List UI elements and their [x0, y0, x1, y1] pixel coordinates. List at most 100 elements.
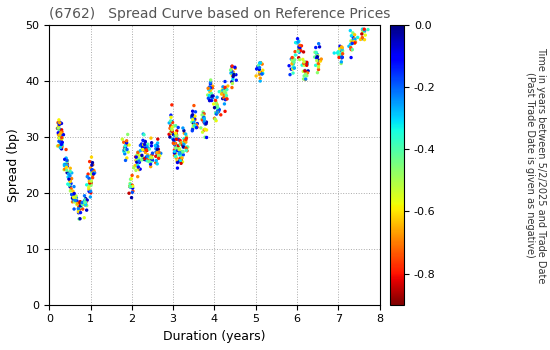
Point: [83, 197, 92, 203]
Point: [188, 117, 197, 122]
Point: [63, 170, 72, 175]
Point: [258, 71, 267, 76]
Point: [361, 32, 370, 38]
Point: [197, 112, 206, 118]
Point: [312, 53, 321, 59]
Point: [142, 144, 151, 149]
Point: [66, 188, 75, 194]
Point: [120, 147, 129, 152]
Point: [223, 96, 232, 102]
Point: [63, 158, 72, 163]
Point: [288, 55, 296, 60]
Point: [154, 149, 163, 155]
Point: [227, 69, 236, 75]
Point: [293, 36, 302, 42]
Point: [80, 199, 89, 205]
Point: [122, 140, 131, 146]
Point: [154, 154, 163, 160]
Point: [85, 180, 94, 186]
Point: [155, 153, 164, 159]
Point: [348, 41, 356, 46]
Point: [87, 154, 96, 160]
Point: [144, 156, 153, 162]
Point: [219, 95, 228, 100]
Point: [57, 138, 65, 144]
Point: [188, 114, 196, 119]
Point: [72, 196, 80, 202]
Point: [229, 72, 238, 77]
Point: [360, 28, 369, 33]
Point: [177, 140, 185, 146]
Point: [204, 87, 213, 92]
Point: [213, 105, 222, 110]
Point: [135, 156, 144, 162]
Point: [151, 146, 160, 152]
Point: [139, 131, 147, 137]
Point: [57, 127, 66, 133]
Point: [132, 157, 141, 163]
Point: [87, 181, 96, 187]
Point: [118, 136, 127, 142]
Point: [257, 71, 266, 77]
Point: [56, 145, 65, 150]
Point: [80, 215, 89, 220]
Point: [62, 167, 71, 173]
Point: [53, 126, 62, 131]
Point: [121, 143, 130, 149]
Point: [213, 110, 222, 116]
Point: [346, 28, 355, 33]
Point: [78, 199, 87, 205]
Point: [85, 186, 94, 192]
Point: [90, 170, 99, 176]
Point: [212, 118, 221, 124]
Point: [346, 38, 355, 44]
Point: [143, 158, 152, 164]
Point: [54, 131, 63, 136]
Point: [135, 160, 144, 165]
Point: [173, 165, 182, 171]
Point: [85, 182, 94, 188]
Point: [200, 114, 208, 119]
Point: [120, 147, 129, 153]
Point: [167, 114, 175, 120]
Point: [288, 66, 297, 72]
Point: [54, 139, 63, 144]
Point: [54, 125, 63, 131]
Point: [300, 59, 309, 65]
Point: [179, 144, 188, 150]
Point: [166, 131, 175, 136]
Point: [54, 132, 63, 137]
Point: [90, 168, 98, 173]
Point: [171, 130, 180, 136]
Point: [299, 61, 308, 66]
Point: [347, 47, 356, 52]
Point: [228, 85, 236, 90]
Point: [153, 144, 162, 149]
Point: [73, 202, 81, 207]
Point: [211, 98, 220, 104]
Point: [294, 55, 303, 61]
Point: [172, 153, 180, 159]
Point: [132, 154, 141, 160]
Point: [63, 161, 72, 167]
Point: [152, 150, 161, 156]
Point: [178, 142, 187, 148]
Point: [54, 126, 63, 131]
Point: [204, 92, 212, 98]
Point: [191, 109, 200, 114]
Point: [175, 138, 184, 143]
Point: [285, 72, 294, 77]
Point: [209, 93, 218, 99]
Point: [214, 106, 223, 112]
Point: [179, 152, 188, 158]
Point: [219, 89, 228, 94]
Point: [56, 145, 65, 150]
Point: [334, 52, 343, 57]
Point: [80, 199, 89, 205]
Point: [154, 147, 163, 152]
Point: [74, 210, 83, 216]
Point: [56, 134, 65, 139]
Point: [153, 140, 162, 146]
Point: [87, 172, 96, 177]
Point: [146, 158, 155, 163]
